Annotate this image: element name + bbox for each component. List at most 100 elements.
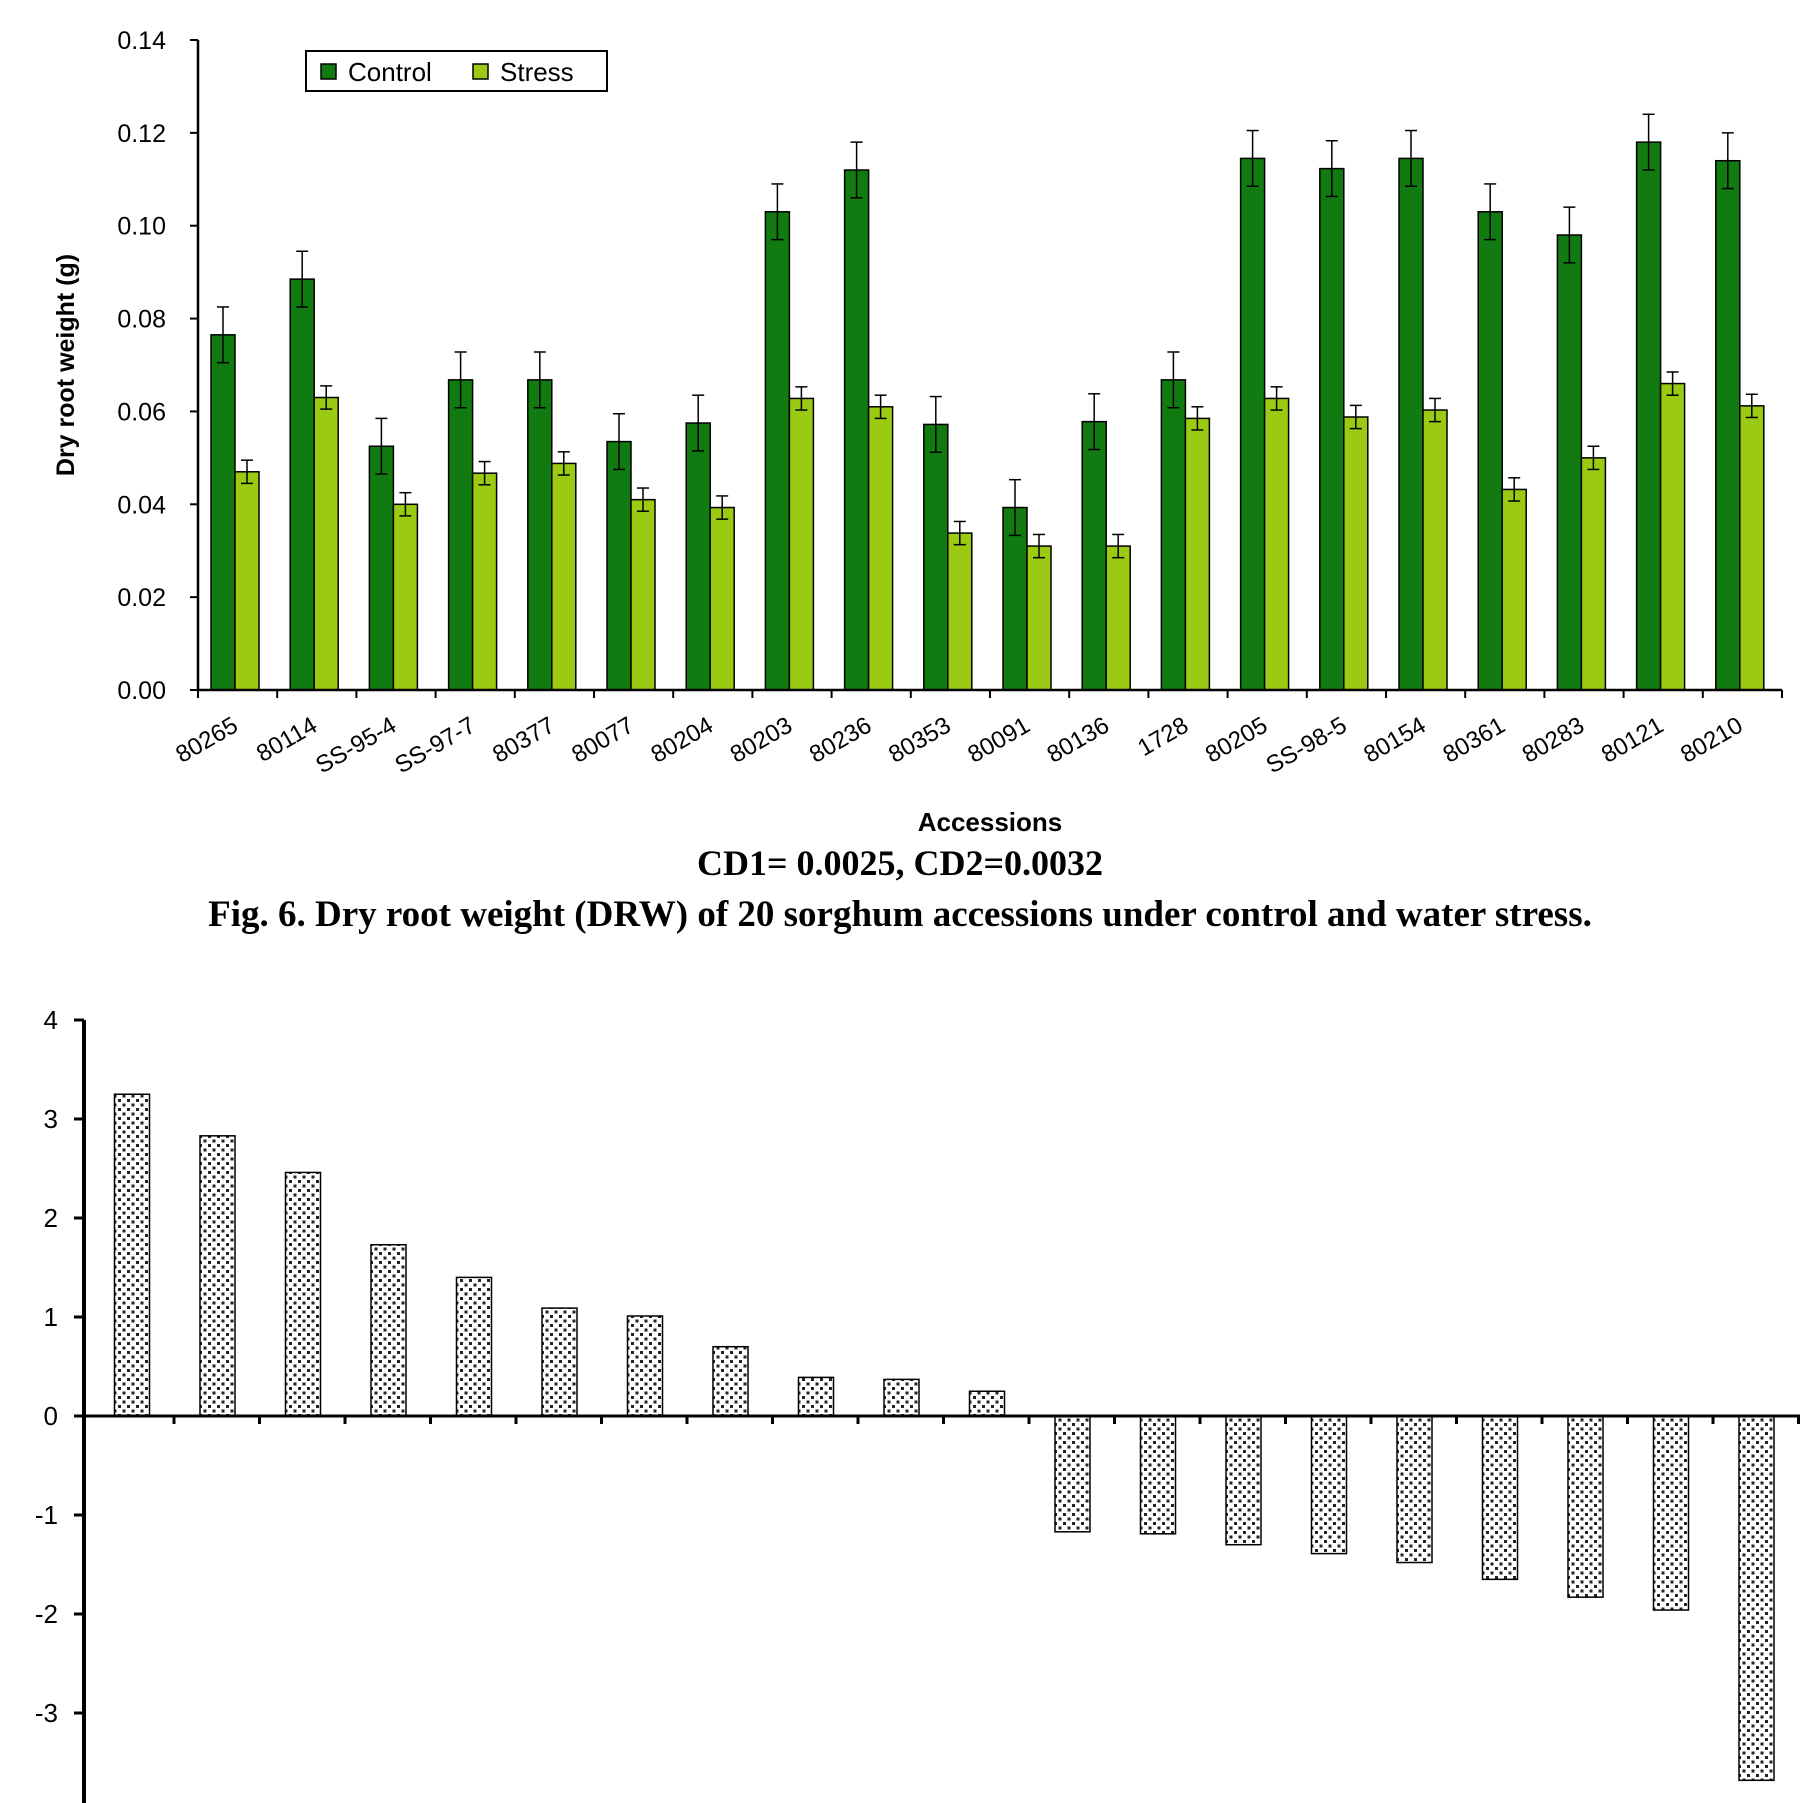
x-tick-label: SS-95-4 — [311, 712, 401, 779]
legend-label-stress: Stress — [500, 57, 574, 87]
bar-stress-80203 — [788, 397, 815, 691]
bar-stress-80114 — [313, 396, 339, 691]
bar-control-1728 — [1160, 379, 1187, 691]
legend-swatch-stress — [472, 63, 489, 80]
y-tick-label: 4 — [44, 1005, 58, 1035]
bar-control-80136 — [1081, 420, 1107, 691]
y-tick-label: 0.06 — [117, 398, 166, 426]
deviation-bar-6 — [541, 1307, 578, 1417]
bar-stress-80204 — [709, 506, 735, 691]
y-tick-label: 0.08 — [117, 306, 166, 334]
bar-stress-80361 — [1501, 488, 1527, 691]
deviation-bar-4 — [370, 1243, 407, 1417]
y-tick-label: 2 — [44, 1203, 58, 1233]
bar-stress-80353 — [947, 532, 973, 691]
x-tick-label: 80377 — [488, 712, 559, 769]
legend-label-control: Control — [348, 57, 432, 87]
bar-stress-80091 — [1026, 545, 1052, 691]
bar-control-80353 — [923, 423, 949, 691]
y-tick-label: -4 — [35, 1797, 58, 1803]
x-tick-label: SS-98-5 — [1262, 712, 1352, 779]
bar-control-80236 — [843, 169, 870, 691]
bar-control-80210 — [1715, 159, 1741, 691]
bar-stress-80077 — [630, 498, 656, 691]
x-tick-label: 80361 — [1438, 712, 1509, 769]
y-tick-label: -2 — [35, 1599, 58, 1629]
bar-stress-80210 — [1739, 405, 1765, 691]
chart1-x-axis-label: Accessions — [918, 807, 1063, 837]
y-tick-label: 0.10 — [117, 213, 166, 241]
chart1-legend: Control Stress — [305, 50, 608, 92]
bar-stress-80121 — [1659, 382, 1686, 691]
deviation-bar-3 — [284, 1171, 322, 1417]
legend-box — [305, 50, 608, 92]
deviation-bar-8 — [712, 1345, 749, 1417]
deviation-bar-16 — [1396, 1415, 1433, 1564]
bar-control-80377 — [527, 379, 553, 691]
critical-difference-note: CD1= 0.0025, CD2=0.0032 — [696, 843, 1104, 883]
deviation-bar-18 — [1567, 1415, 1604, 1598]
chart1-y-tick-labels: 0.00 0.02 0.04 0.06 0.08 0.10 0.12 0.14 — [117, 27, 166, 705]
x-tick-label: 80205 — [1201, 712, 1272, 769]
x-tick-label: 80121 — [1597, 712, 1668, 769]
deviation-bar-20 — [1738, 1415, 1775, 1782]
deviation-bar-12 — [1054, 1415, 1091, 1533]
bar-stress-80154 — [1422, 409, 1448, 691]
bar-stress-1728 — [1184, 417, 1211, 691]
bar-control-SS-98-5 — [1319, 167, 1345, 691]
chart2-axes — [74, 1018, 1800, 1803]
y-tick-label: 0.00 — [117, 677, 166, 705]
deviation-bar-9 — [797, 1376, 835, 1417]
bar-stress-80283 — [1580, 457, 1607, 691]
x-tick-label: 80203 — [726, 712, 797, 769]
bar-stress-80205 — [1263, 397, 1290, 691]
deviation-chart: -4 -3 -2 -1 0 1 2 3 4 — [35, 1005, 1800, 1803]
y-tick-label: 0.02 — [117, 584, 166, 612]
chart1-error-bars — [217, 113, 1758, 559]
y-tick-label: 0 — [44, 1401, 58, 1431]
x-tick-label: 80210 — [1676, 712, 1747, 769]
deviation-bar-11 — [968, 1390, 1006, 1417]
x-tick-label: 80077 — [567, 712, 638, 769]
bar-stress-80236 — [867, 406, 894, 691]
deviation-bar-15 — [1310, 1415, 1348, 1555]
chart2-y-tick-labels: -4 -3 -2 -1 0 1 2 3 4 — [35, 1005, 58, 1803]
x-tick-label: 80204 — [646, 712, 717, 769]
deviation-bar-1 — [113, 1093, 151, 1417]
bar-stress-SS-97-7 — [471, 472, 498, 691]
x-tick-label: 80091 — [963, 712, 1034, 769]
bar-stress-80377 — [551, 462, 577, 691]
chart1-y-axis-label: Dry root weight (g) — [52, 254, 80, 476]
bar-control-80154 — [1398, 157, 1424, 691]
deviation-bar-5 — [455, 1276, 493, 1417]
y-tick-label: 0.14 — [117, 27, 166, 55]
x-tick-label: 80114 — [252, 712, 322, 768]
bar-control-80283 — [1556, 234, 1583, 691]
bar-control-80204 — [685, 422, 711, 691]
x-tick-label: 80136 — [1042, 712, 1113, 769]
bar-control-80114 — [289, 278, 315, 691]
bar-stress-SS-98-5 — [1343, 416, 1369, 691]
chart1-bars — [210, 141, 1765, 691]
chart1-axes — [190, 39, 1783, 698]
bar-control-SS-97-7 — [447, 379, 474, 691]
y-tick-label: -3 — [35, 1698, 58, 1728]
bar-control-80077 — [606, 440, 632, 691]
x-tick-label: 80265 — [171, 712, 242, 769]
bar-control-80265 — [210, 334, 236, 691]
x-tick-label: 80154 — [1359, 712, 1430, 769]
bar-control-80121 — [1635, 141, 1662, 691]
deviation-bar-14 — [1225, 1415, 1262, 1546]
x-tick-label: 80283 — [1518, 712, 1589, 769]
bar-stress-SS-95-4 — [392, 503, 419, 691]
bar-control-80361 — [1477, 211, 1503, 691]
x-tick-label: 1728 — [1133, 712, 1193, 762]
x-tick-label: 80236 — [805, 712, 876, 769]
y-tick-label: -1 — [35, 1500, 58, 1530]
deviation-bar-7 — [626, 1315, 664, 1417]
y-tick-label: 0.04 — [117, 491, 166, 519]
x-tick-label: SS-97-7 — [390, 712, 480, 779]
chart2-bars — [113, 1093, 1775, 1782]
